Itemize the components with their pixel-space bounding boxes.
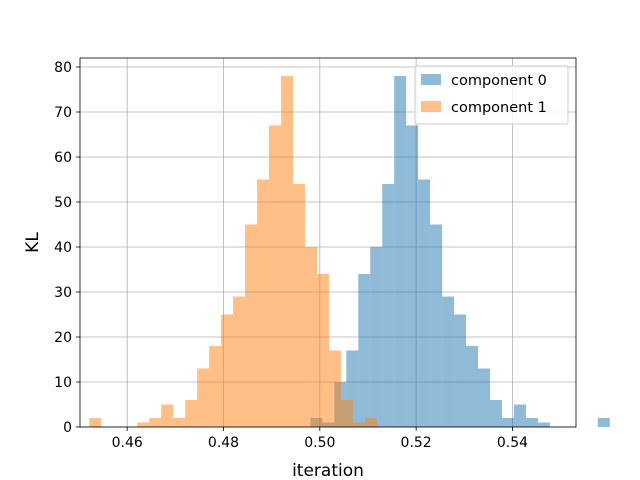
- y-tick-label: 30: [54, 285, 72, 301]
- histogram-bar: [161, 404, 174, 427]
- legend-label-component-1: component 1: [451, 100, 547, 116]
- histogram-bar: [197, 368, 210, 427]
- y-tick-label: 10: [54, 375, 72, 391]
- histogram-bar: [478, 368, 491, 427]
- histogram-bar: [293, 184, 306, 427]
- histogram-bar: [316, 274, 329, 427]
- y-axis-label: KL: [23, 232, 43, 253]
- histogram-bar: [269, 125, 282, 427]
- histogram-bar: [358, 274, 371, 427]
- histogram-bar: [525, 418, 538, 427]
- histogram-bar: [257, 179, 270, 427]
- x-tick-label: 0.54: [497, 435, 528, 451]
- histogram-bar: [328, 350, 341, 427]
- histogram-bar: [513, 404, 526, 427]
- x-tick-label: 0.48: [208, 435, 239, 451]
- y-tick-label: 60: [54, 150, 72, 166]
- histogram-bar: [537, 422, 550, 427]
- x-tick-label: 0.46: [112, 435, 143, 451]
- histogram-bar: [245, 224, 258, 427]
- histogram-bar: [406, 125, 419, 427]
- legend-swatch-component-0: [421, 74, 441, 85]
- histogram-bar: [185, 400, 198, 427]
- histogram-bar: [364, 418, 377, 427]
- y-tick-label: 70: [54, 105, 72, 121]
- histogram-bar: [418, 179, 431, 427]
- legend-label-component-0: component 0: [451, 73, 547, 89]
- y-tick-label: 40: [54, 240, 72, 256]
- histogram-bar: [221, 314, 234, 427]
- histogram-bars: [89, 76, 610, 427]
- histogram-bar: [490, 400, 502, 427]
- y-tick-label: 50: [54, 195, 72, 211]
- histogram-bar: [466, 346, 479, 427]
- x-tick-label: 0.52: [401, 435, 432, 451]
- axis-ticks: 0.46 0.48 0.50 0.52 0.54 0 10 20 30 40 50 60 70 80: [54, 60, 528, 451]
- histogram-bar: [501, 418, 514, 427]
- histogram-bar: [346, 350, 359, 427]
- histogram-bar: [394, 76, 407, 427]
- histogram-bar: [597, 418, 610, 427]
- legend-swatch-component-1: [421, 101, 441, 112]
- histogram-bar: [442, 296, 455, 427]
- histogram-bar: [352, 422, 365, 427]
- plot-frame: [79, 57, 577, 428]
- y-tick-label: 20: [54, 330, 72, 346]
- series-component-0: [310, 76, 610, 427]
- series-component-1: [89, 76, 377, 427]
- histogram-bar: [340, 400, 353, 427]
- histogram-bar: [454, 314, 467, 427]
- histogram-bar: [305, 247, 317, 427]
- histogram-bar: [233, 296, 246, 427]
- x-tick-label: 0.50: [304, 435, 335, 451]
- histogram-bar: [149, 418, 162, 427]
- y-tick-label: 0: [63, 420, 72, 436]
- histogram-bar: [281, 76, 294, 427]
- histogram-bar: [89, 418, 102, 427]
- histogram-bar: [370, 247, 383, 427]
- histogram-bar: [209, 346, 222, 427]
- histogram-bar: [137, 422, 150, 427]
- histogram-bar: [382, 184, 395, 427]
- legend: component 0 component 1: [414, 65, 569, 125]
- histogram-bar: [173, 418, 186, 427]
- x-axis-label: iteration: [292, 461, 364, 480]
- y-tick-label: 80: [54, 60, 72, 76]
- legend-box: [414, 65, 569, 125]
- histogram-bar: [430, 224, 443, 427]
